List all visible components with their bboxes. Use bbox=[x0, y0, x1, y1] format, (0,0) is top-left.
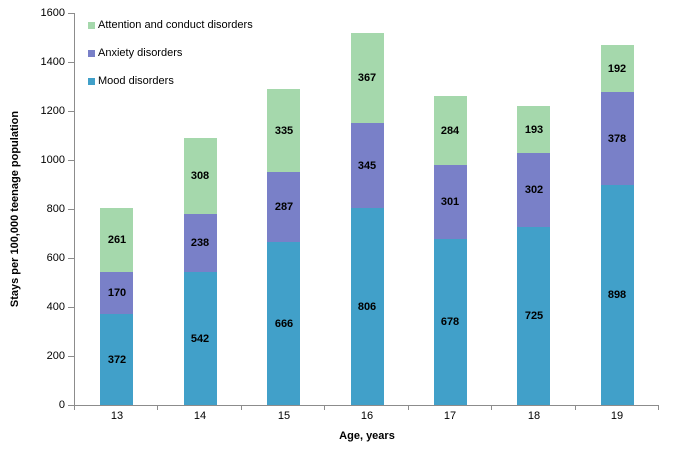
legend: Attention and conduct disorders Anxiety d… bbox=[88, 15, 253, 99]
x-axis-tick-label: 19 bbox=[610, 410, 624, 422]
bar-segment-anxiety-disorders bbox=[184, 214, 217, 272]
x-axis-tick bbox=[324, 406, 325, 410]
y-axis-tick-label: 200 bbox=[46, 350, 65, 362]
y-axis-tick-label: 1200 bbox=[40, 105, 65, 117]
bar-segment-mood-disorders bbox=[267, 242, 300, 405]
bar-segment-attention-and-conduct-disorders bbox=[100, 208, 133, 272]
legend-label: Mood disorders bbox=[98, 75, 174, 87]
legend-item: Attention and conduct disorders bbox=[88, 15, 253, 35]
bar-segment-mood-disorders bbox=[434, 239, 467, 405]
bar-value-label: 542 bbox=[190, 333, 210, 345]
y-axis-tick bbox=[68, 111, 74, 112]
bar-value-label: 302 bbox=[524, 184, 544, 196]
x-axis-tick-label: 15 bbox=[277, 410, 291, 422]
bar-value-label: 367 bbox=[357, 72, 377, 84]
bar-segment-anxiety-disorders bbox=[434, 165, 467, 239]
y-axis-tick-label: 600 bbox=[46, 252, 65, 264]
bar-value-label: 898 bbox=[607, 289, 627, 301]
y-axis-tick bbox=[68, 405, 74, 406]
x-axis-tick-label: 18 bbox=[527, 410, 541, 422]
y-axis-tick-label: 1000 bbox=[40, 154, 65, 166]
bar-segment-mood-disorders bbox=[351, 208, 384, 405]
bar-value-label: 678 bbox=[440, 316, 460, 328]
legend-marker-swatch-icon bbox=[88, 21, 95, 29]
bar-segment-attention-and-conduct-disorders bbox=[184, 138, 217, 214]
legend-marker-swatch-icon bbox=[88, 49, 95, 57]
y-axis-tick-label: 800 bbox=[46, 203, 65, 215]
x-axis-tick bbox=[241, 406, 242, 410]
bar-segment-anxiety-disorders bbox=[517, 153, 550, 227]
bar-value-label: 725 bbox=[524, 310, 544, 322]
bar-value-label: 287 bbox=[274, 201, 294, 213]
x-axis-tick bbox=[74, 406, 75, 410]
x-axis-tick bbox=[575, 406, 576, 410]
legend-label: Attention and conduct disorders bbox=[98, 19, 253, 31]
y-axis-tick bbox=[68, 209, 74, 210]
y-axis-tick-label: 1600 bbox=[40, 7, 65, 19]
bar-value-label: 345 bbox=[357, 160, 377, 172]
x-axis-tick bbox=[408, 406, 409, 410]
y-axis-tick bbox=[68, 62, 74, 63]
y-axis-tick-label: 400 bbox=[46, 301, 65, 313]
x-axis-tick-label: 17 bbox=[443, 410, 457, 422]
bar-segment-anxiety-disorders bbox=[100, 272, 133, 314]
bar-segment-mood-disorders bbox=[517, 227, 550, 405]
x-axis-tick bbox=[491, 406, 492, 410]
x-axis-tick bbox=[658, 406, 659, 410]
bar-value-label: 378 bbox=[607, 133, 627, 145]
bar-value-label: 193 bbox=[524, 124, 544, 136]
y-axis-line bbox=[74, 13, 75, 406]
bar-value-label: 308 bbox=[190, 170, 210, 182]
x-axis-line bbox=[74, 405, 659, 406]
bar-segment-mood-disorders bbox=[100, 314, 133, 405]
y-axis-tick bbox=[68, 13, 74, 14]
y-axis-tick bbox=[68, 258, 74, 259]
y-axis-tick-label: 1400 bbox=[40, 56, 65, 68]
bar-value-label: 192 bbox=[607, 63, 627, 75]
y-axis-tick bbox=[68, 160, 74, 161]
x-axis-title: Age, years bbox=[339, 430, 395, 442]
bar-value-label: 284 bbox=[440, 125, 460, 137]
bar-segment-attention-and-conduct-disorders bbox=[267, 89, 300, 172]
bar-segment-anxiety-disorders bbox=[601, 92, 634, 185]
legend-label: Anxiety disorders bbox=[98, 47, 183, 59]
bar-segment-mood-disorders bbox=[184, 272, 217, 405]
x-axis-tick bbox=[157, 406, 158, 410]
bar-segment-attention-and-conduct-disorders bbox=[434, 96, 467, 165]
bar-value-label: 335 bbox=[274, 125, 294, 137]
bar-segment-attention-and-conduct-disorders bbox=[601, 45, 634, 92]
y-axis-tick bbox=[68, 356, 74, 357]
bar-value-label: 806 bbox=[357, 301, 377, 313]
bar-value-label: 372 bbox=[107, 354, 127, 366]
x-axis-tick-label: 13 bbox=[110, 410, 124, 422]
legend-marker-swatch-icon bbox=[88, 77, 95, 85]
bar-segment-mood-disorders bbox=[601, 185, 634, 405]
bar-value-label: 238 bbox=[190, 237, 210, 249]
bar-segment-attention-and-conduct-disorders bbox=[351, 33, 384, 123]
y-axis-tick bbox=[68, 307, 74, 308]
y-axis-tick-label: 0 bbox=[58, 399, 65, 411]
x-axis-tick-label: 16 bbox=[360, 410, 374, 422]
bar-value-label: 170 bbox=[107, 287, 127, 299]
x-axis-tick-label: 14 bbox=[193, 410, 207, 422]
legend-item: Mood disorders bbox=[88, 71, 253, 91]
bar-value-label: 261 bbox=[107, 234, 127, 246]
bar-segment-attention-and-conduct-disorders bbox=[517, 106, 550, 153]
bar-segment-anxiety-disorders bbox=[267, 172, 300, 242]
bar-value-label: 301 bbox=[440, 196, 460, 208]
bar-segment-anxiety-disorders bbox=[351, 123, 384, 208]
legend-item: Anxiety disorders bbox=[88, 43, 253, 63]
bar-value-label: 666 bbox=[274, 318, 294, 330]
